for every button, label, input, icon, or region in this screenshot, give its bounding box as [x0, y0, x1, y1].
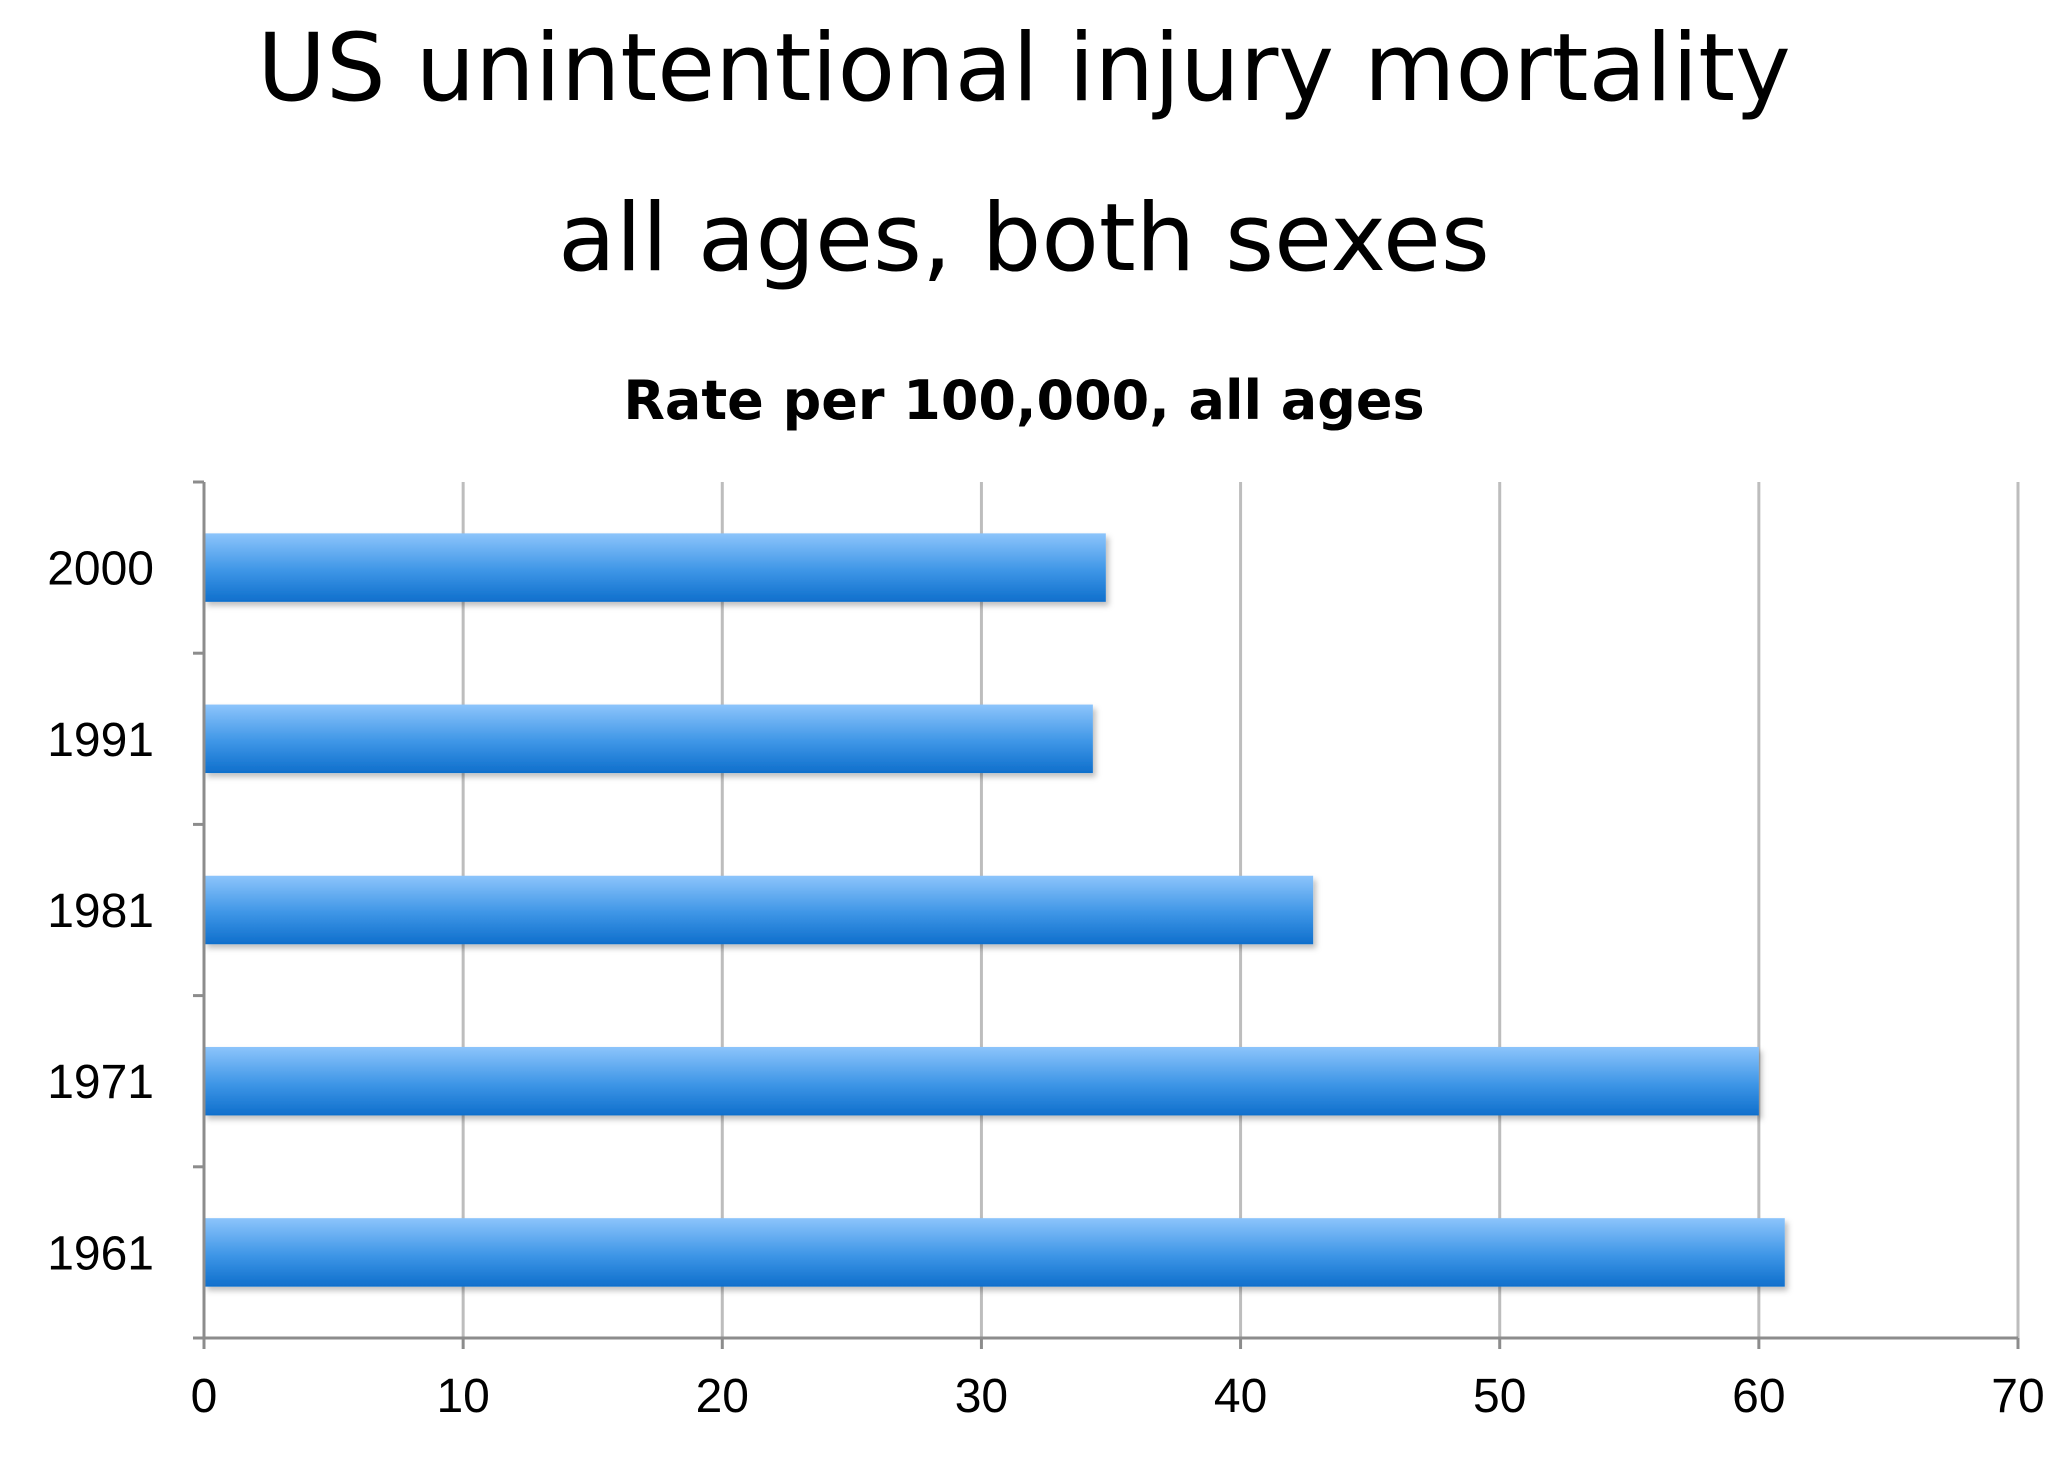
x-tick-label-20: 20 [696, 1370, 749, 1423]
y-tick-label-1971: 1971 [47, 1056, 154, 1109]
x-tick-labels: 0 10 20 30 40 50 60 70 [191, 1370, 2045, 1423]
y-tick-label-1961: 1961 [47, 1227, 154, 1280]
x-tick-label-50: 50 [1473, 1370, 1526, 1423]
axes [193, 480, 2020, 1349]
x-tick-label-70: 70 [1991, 1370, 2044, 1423]
bar-1991 [204, 704, 1093, 774]
x-tick-label-60: 60 [1732, 1370, 1785, 1423]
bar-1971 [204, 1046, 1759, 1116]
x-tick-label-0: 0 [191, 1370, 218, 1423]
bar-2000 [204, 533, 1106, 602]
x-tick-label-40: 40 [1214, 1370, 1267, 1423]
x-tick-label-10: 10 [436, 1370, 489, 1423]
y-tick-label-1981: 1981 [47, 885, 154, 938]
y-tick-label-2000: 2000 [47, 543, 154, 596]
bar-1981 [204, 875, 1314, 945]
y-tick-label-1991: 1991 [47, 714, 154, 767]
chart-title: Rate per 100,000, all ages [623, 369, 1425, 432]
bars [204, 533, 1785, 1287]
slide-title-line-1: US unintentional injury mortality [257, 14, 1791, 123]
x-tick-label-30: 30 [955, 1370, 1008, 1423]
bar-1961 [204, 1218, 1785, 1287]
y-tick-labels: 1961 1971 1981 1991 2000 [47, 543, 154, 1281]
slide-title-line-2: all ages, both sexes [558, 184, 1490, 293]
